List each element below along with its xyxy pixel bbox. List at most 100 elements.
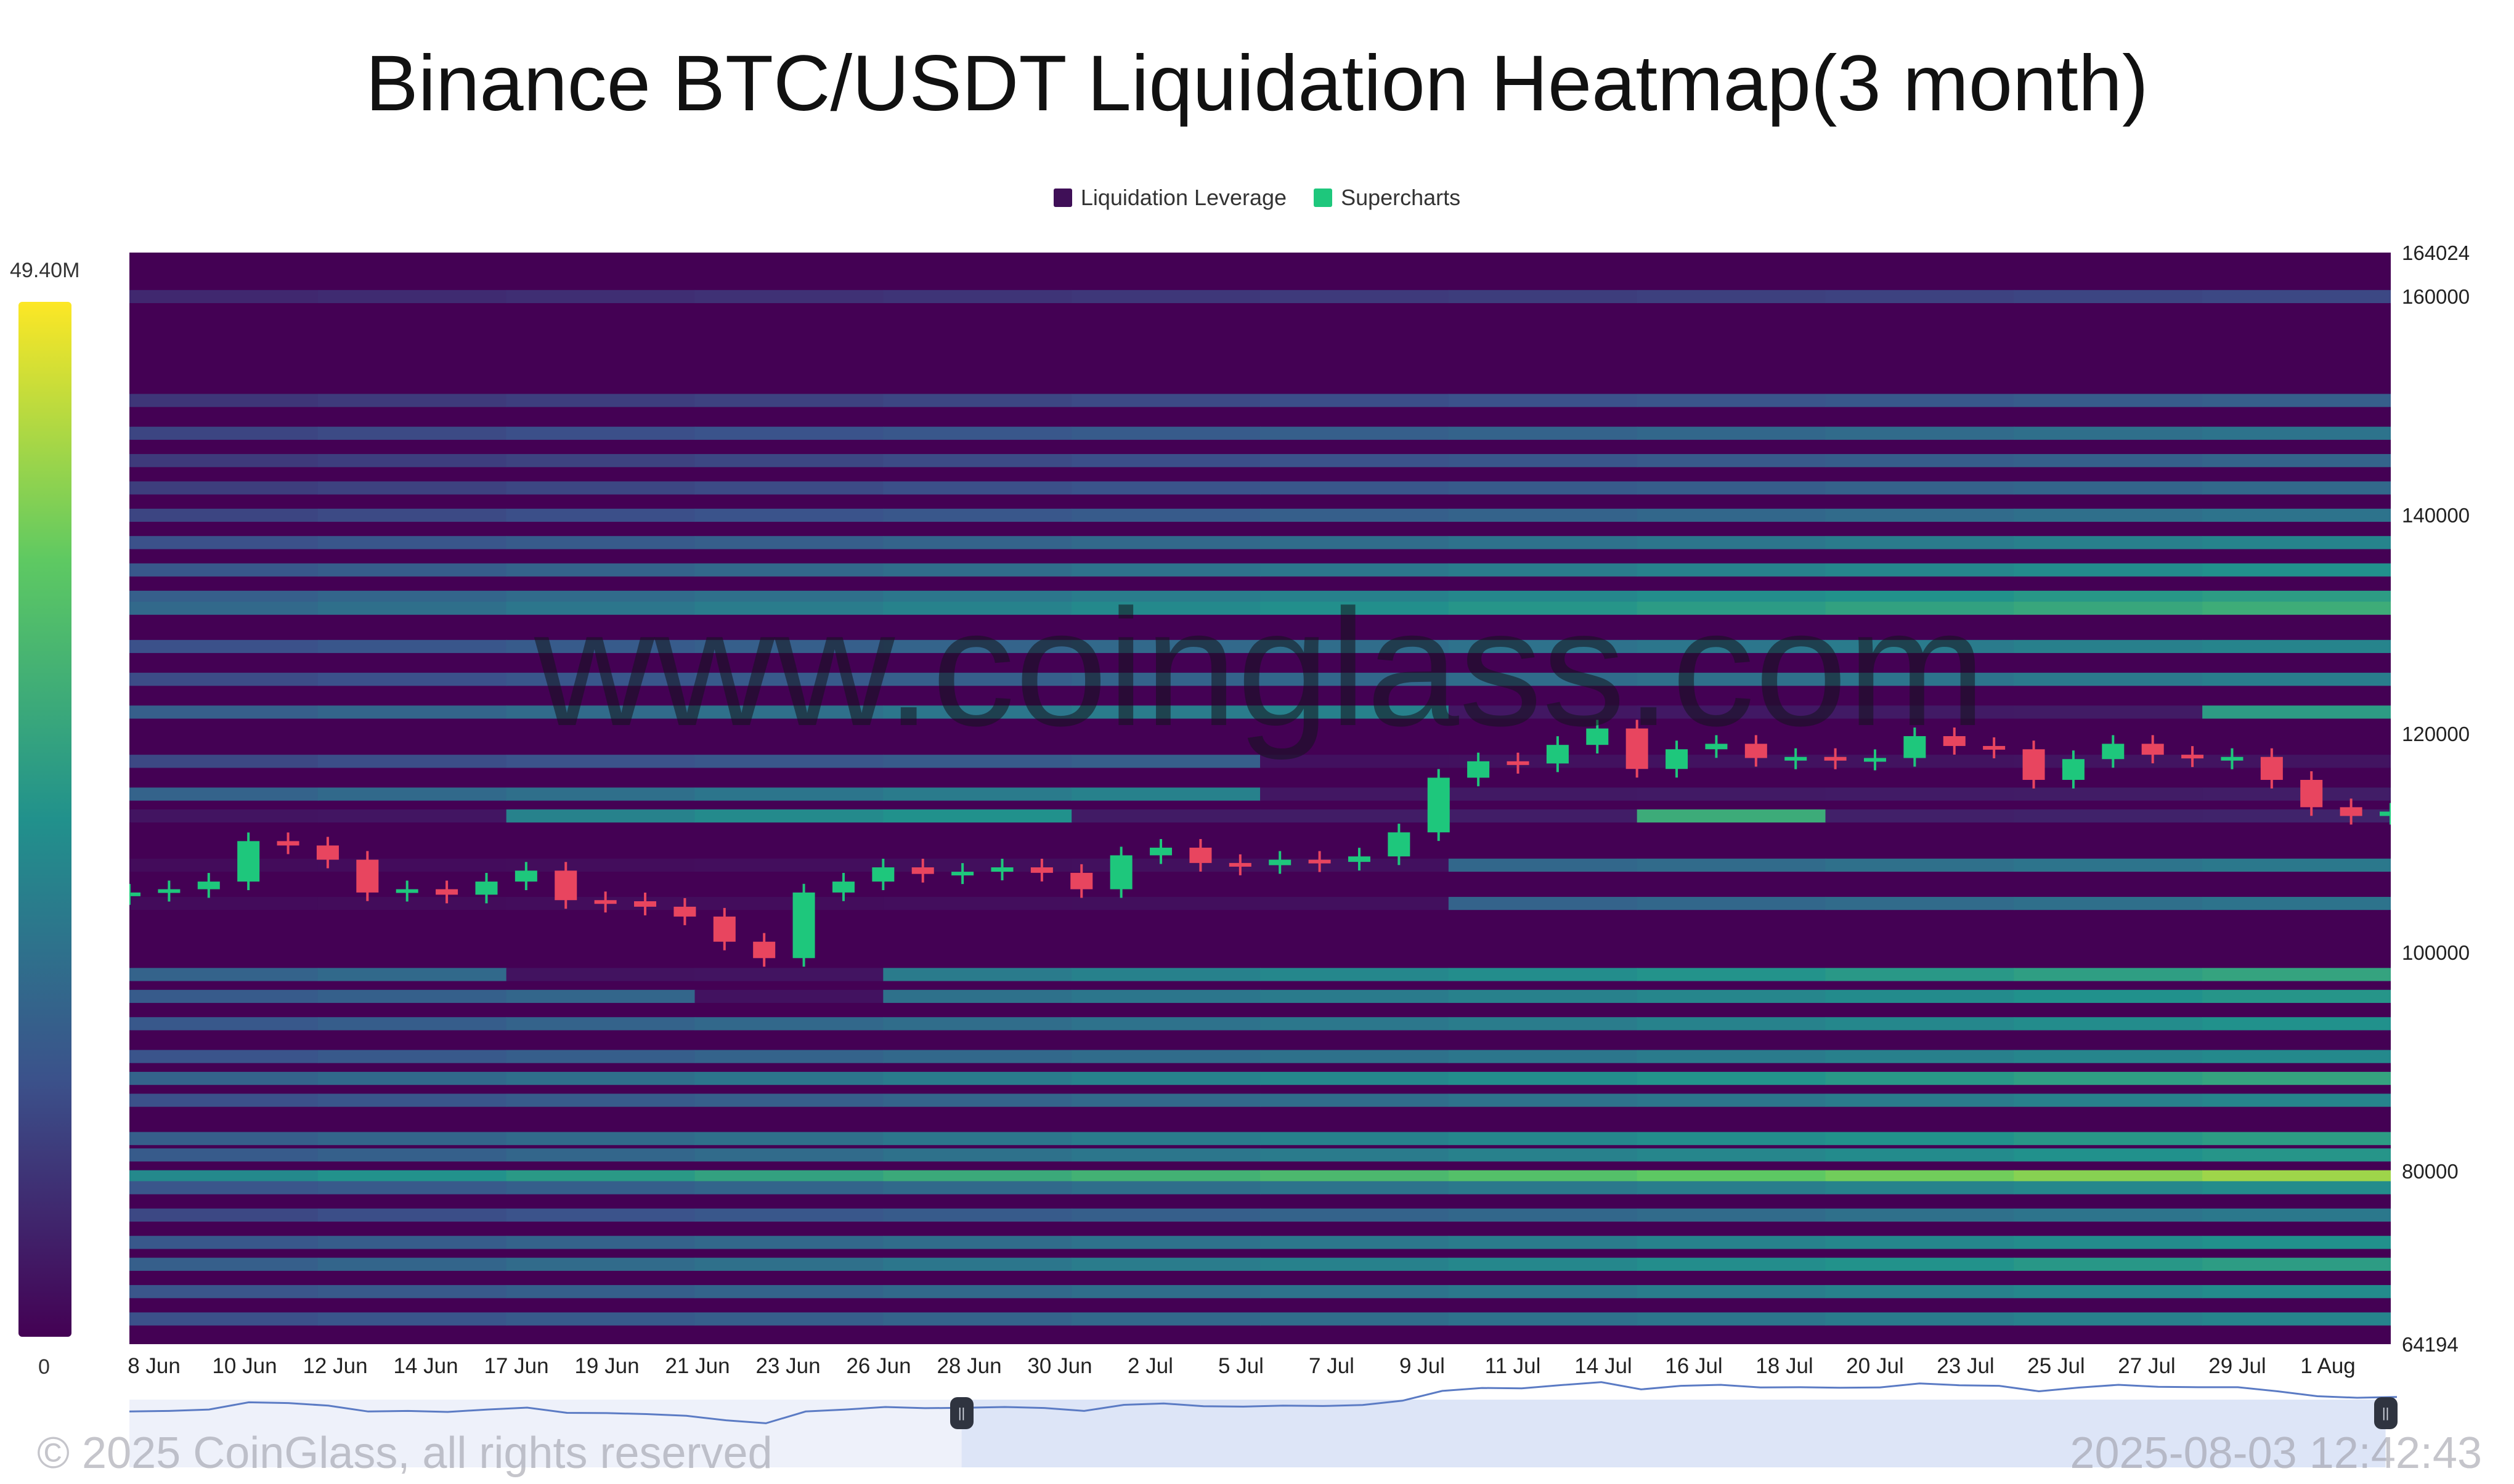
liquidation-band-1-slice-9 — [1825, 394, 2015, 407]
timestamp-text: 2025-08-03 12:42:43 — [2070, 1429, 2482, 1478]
liquidation-band-20-slice-8 — [1637, 1017, 1826, 1031]
liquidation-band-23-slice-6 — [1260, 1093, 1449, 1107]
liquidation-band-0-slice-4 — [883, 290, 1073, 304]
liquidation-band-27-slice-0 — [129, 1181, 319, 1194]
liquidation-band-27-slice-9 — [1825, 1181, 2015, 1194]
x-tick-label: 16 Jul — [1665, 1354, 1723, 1378]
x-tick-label: 11 Jul — [1484, 1354, 1541, 1378]
liquidation-band-6-slice-3 — [694, 536, 884, 549]
liquidation-band-5-slice-7 — [1448, 508, 1638, 522]
price-candle-2025-07-02 — [1110, 855, 1133, 890]
liquidation-band-5-slice-10 — [2014, 508, 2203, 522]
liquidation-band-21-slice-1 — [317, 1050, 507, 1063]
liquidation-band-22-slice-8 — [1637, 1071, 1826, 1085]
liquidation-band-31-slice-7 — [1448, 1285, 1638, 1299]
legend-item-supercharts[interactable]: Supercharts — [1314, 185, 1460, 211]
liquidation-band-15-slice-11 — [2202, 809, 2391, 823]
liquidation-band-20-slice-6 — [1260, 1017, 1449, 1031]
liquidation-band-7-slice-9 — [1825, 563, 2015, 577]
liquidation-band-10-slice-6 — [1260, 639, 1449, 654]
liquidation-band-7-slice-8 — [1637, 563, 1826, 577]
liquidation-band-5-slice-5 — [1072, 508, 1261, 522]
liquidation-band-28-slice-11 — [2202, 1208, 2391, 1222]
liquidation-band-12-slice-3 — [694, 705, 884, 719]
liquidation-band-24-slice-10 — [2014, 1132, 2203, 1145]
legend-item-liquidation-leverage[interactable]: Liquidation Leverage — [1053, 185, 1287, 211]
liquidation-band-21-slice-2 — [506, 1050, 696, 1063]
liquidation-band-25-slice-6 — [1260, 1148, 1449, 1162]
liquidation-band-30-slice-5 — [1072, 1257, 1261, 1271]
liquidation-band-6-slice-4 — [883, 536, 1073, 549]
liquidation-band-1-slice-0 — [129, 394, 319, 407]
liquidation-band-3-slice-0 — [129, 454, 319, 468]
liquidation-band-7-slice-7 — [1448, 563, 1638, 577]
liquidation-band-23-slice-5 — [1072, 1093, 1261, 1107]
liquidation-band-4-slice-7 — [1448, 481, 1638, 495]
liquidation-band-23-slice-1 — [317, 1093, 507, 1107]
liquidation-band-10-slice-2 — [506, 639, 696, 654]
liquidation-band-16-slice-7 — [1448, 858, 1638, 872]
liquidation-band-20-slice-1 — [317, 1017, 507, 1031]
price-candle-2025-08-03 — [2380, 811, 2391, 816]
price-candle-2025-07-08 — [1348, 856, 1370, 862]
liquidation-band-15-slice-1 — [317, 809, 507, 823]
liquidation-band-29-slice-4 — [883, 1236, 1073, 1249]
liquidation-band-8-slice-0 — [129, 590, 319, 604]
liquidation-band-32-slice-10 — [2014, 1312, 2203, 1326]
heatmap-plot-area[interactable]: www.coinglass.com — [129, 253, 2391, 1344]
liquidation-band-26-slice-5 — [1072, 1170, 1261, 1183]
liquidation-band-4-slice-8 — [1637, 481, 1826, 495]
liquidation-band-0-slice-3 — [694, 290, 884, 304]
liquidation-band-2-slice-11 — [2202, 426, 2391, 440]
liquidation-band-1-slice-10 — [2014, 394, 2203, 407]
liquidation-band-12-slice-10 — [2014, 705, 2203, 719]
liquidation-band-2-slice-2 — [506, 426, 696, 440]
liquidation-band-19-slice-11 — [2202, 989, 2391, 1004]
liquidation-band-1-slice-5 — [1072, 394, 1261, 407]
liquidation-band-20-slice-4 — [883, 1017, 1073, 1031]
liquidation-band-19-slice-3 — [694, 989, 884, 1004]
price-candle-2025-07-31 — [2260, 756, 2283, 780]
liquidation-band-26-slice-1 — [317, 1170, 507, 1183]
liquidation-band-13-slice-10 — [2014, 755, 2203, 768]
liquidation-band-13-slice-11 — [2202, 755, 2391, 768]
navigator-left-handle[interactable]: || — [950, 1397, 974, 1429]
liquidation-band-9-slice-11 — [2202, 601, 2391, 615]
liquidation-band-18-slice-9 — [1825, 968, 2015, 981]
liquidation-band-4-slice-0 — [129, 481, 319, 495]
liquidation-band-16-slice-10 — [2014, 858, 2203, 872]
liquidation-band-6-slice-5 — [1072, 536, 1261, 549]
liquidation-band-22-slice-7 — [1448, 1071, 1638, 1085]
liquidation-band-11-slice-0 — [129, 673, 319, 686]
liquidation-band-11-slice-8 — [1637, 673, 1826, 686]
liquidation-band-22-slice-1 — [317, 1071, 507, 1085]
liquidation-band-10-slice-3 — [694, 639, 884, 654]
liquidation-band-0-slice-6 — [1260, 290, 1449, 304]
price-candle-2025-07-29 — [2181, 755, 2204, 759]
liquidation-band-18-slice-8 — [1637, 968, 1826, 981]
x-tick-label: 14 Jun — [393, 1354, 458, 1378]
liquidation-band-18-slice-7 — [1448, 968, 1638, 981]
price-candle-2025-06-19 — [594, 900, 617, 904]
liquidation-band-1-slice-1 — [317, 394, 507, 407]
liquidation-band-18-slice-10 — [2014, 968, 2203, 981]
liquidation-band-27-slice-1 — [317, 1181, 507, 1194]
liquidation-band-29-slice-3 — [694, 1236, 884, 1249]
liquidation-band-19-slice-10 — [2014, 989, 2203, 1004]
liquidation-band-13-slice-3 — [694, 755, 884, 768]
x-tick-label: 21 Jun — [665, 1354, 730, 1378]
liquidation-band-20-slice-9 — [1825, 1017, 2015, 1031]
liquidation-band-11-slice-5 — [1072, 673, 1261, 686]
navigator-right-handle[interactable]: || — [2374, 1397, 2398, 1429]
x-tick-label: 10 Jun — [212, 1354, 277, 1378]
liquidation-band-18-slice-0 — [129, 968, 319, 981]
liquidation-band-25-slice-11 — [2202, 1148, 2391, 1162]
liquidation-band-22-slice-11 — [2202, 1071, 2391, 1085]
liquidation-band-29-slice-1 — [317, 1236, 507, 1249]
liquidation-band-4-slice-3 — [694, 481, 884, 495]
liquidation-band-3-slice-4 — [883, 454, 1073, 468]
liquidation-band-30-slice-9 — [1825, 1257, 2015, 1271]
time-navigator[interactable]: || || — [129, 1363, 2398, 1477]
liquidation-band-5-slice-6 — [1260, 508, 1449, 522]
liquidation-band-9-slice-10 — [2014, 601, 2203, 615]
